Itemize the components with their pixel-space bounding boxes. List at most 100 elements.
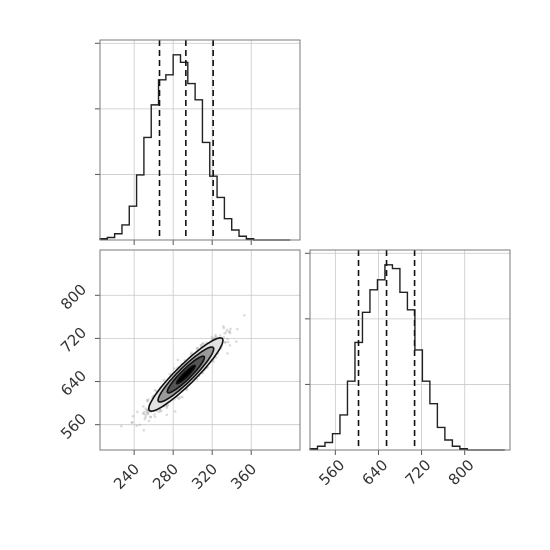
scatter-point (178, 396, 182, 399)
scatter-point (130, 421, 134, 424)
scatter-point (149, 415, 152, 419)
scatter-point (168, 372, 172, 376)
scatter-point (190, 351, 193, 354)
scatter-point (228, 343, 232, 347)
panel-top-left (95, 39, 301, 245)
scatter-point (145, 411, 149, 414)
x-tick-label: 360 (227, 460, 260, 493)
x-tick-label: 800 (445, 456, 478, 489)
scatter-point (146, 399, 149, 403)
panel-bottom-right: 560 640 720 800 (305, 249, 511, 489)
scatter-point (172, 367, 176, 370)
histogram-step (99, 54, 291, 241)
scatter-point (176, 358, 180, 362)
scatter-point (144, 415, 147, 419)
scatter-point (153, 413, 156, 416)
scatter-point (146, 412, 150, 416)
scatter-point (165, 413, 169, 417)
scatter-point (196, 346, 200, 350)
scatter-point (162, 378, 166, 382)
x-tick-label: 240 (110, 460, 143, 493)
scatter-point (214, 333, 217, 337)
y-tick-label: 720 (57, 324, 90, 357)
scatter-point (228, 331, 232, 335)
x-tick-label: 280 (149, 460, 182, 493)
scatter-point (228, 330, 231, 333)
scatter-point (214, 335, 218, 339)
scatter-point (144, 407, 147, 410)
scatter-point (218, 334, 222, 337)
scatter-point (214, 356, 218, 359)
scatter-point (153, 415, 157, 419)
scatter-point (135, 424, 139, 428)
panel-frame (99, 249, 301, 451)
scatter-point (181, 395, 184, 399)
scatter-point (144, 414, 148, 417)
scatter-point (225, 328, 229, 332)
scatter-point (223, 340, 227, 344)
scatter-point (185, 388, 189, 392)
scatter-point (143, 412, 146, 416)
scatter-point (201, 342, 204, 345)
scatter-point (226, 337, 229, 341)
scatter-point (222, 325, 225, 328)
scatter-point (146, 411, 149, 415)
scatter-point (222, 326, 226, 330)
scatter-point (226, 352, 229, 355)
scatter-point (165, 406, 168, 409)
scatter-point (142, 428, 146, 432)
scatter-point (177, 397, 180, 401)
gridlines (100, 250, 300, 450)
y-tick-label: 560 (57, 410, 90, 443)
scatter-point (224, 330, 228, 334)
scatter-point (149, 415, 152, 419)
scatter-point (189, 352, 193, 356)
x-tick-label: 560 (315, 456, 348, 489)
histogram-step (309, 264, 505, 451)
scatter-point (130, 420, 134, 424)
scatter-point (120, 424, 123, 428)
scatter-point (145, 409, 149, 413)
scatter-point (157, 410, 161, 414)
contour-level (175, 364, 196, 385)
scatter-point (147, 398, 150, 401)
scatter-point (229, 327, 232, 331)
scatter-point (159, 408, 162, 412)
panel-frame (309, 249, 511, 451)
scatter-point (141, 412, 145, 415)
scatter-point (142, 410, 146, 414)
scatter-point (210, 335, 214, 339)
x-tick-label: 640 (358, 456, 391, 489)
scatter-point (131, 414, 135, 418)
panel-frame (99, 39, 301, 241)
scatter-point (166, 403, 170, 407)
scatter-point (165, 404, 169, 408)
scatter-point (199, 343, 203, 347)
gridlines (100, 40, 300, 240)
x-tick-label: 720 (402, 456, 435, 489)
y-tick-label: 800 (57, 280, 90, 313)
scatter-point (136, 410, 139, 414)
panel-bottom-left: 240 280 320 360 560 640 720 800 (57, 249, 301, 493)
y-tick-label: 640 (57, 367, 90, 400)
scatter-point (200, 344, 203, 348)
scatter-point (145, 398, 149, 402)
scatter-point (235, 327, 239, 331)
scatter-point (226, 340, 230, 344)
gridlines (310, 250, 510, 450)
scatter-point (223, 332, 226, 335)
scatter-point (224, 341, 227, 344)
scatter-point (214, 335, 217, 339)
scatter-point (227, 330, 231, 333)
scatter-point (145, 408, 149, 412)
scatter-point (235, 340, 238, 343)
scatter-point (143, 417, 147, 421)
scatter-point (153, 388, 157, 392)
scatter-point (142, 405, 145, 408)
scatter-point (138, 423, 142, 427)
x-tick-label: 320 (188, 460, 221, 493)
scatter-point (195, 347, 199, 350)
scatter-point (202, 342, 205, 345)
scatter-point (173, 410, 177, 413)
